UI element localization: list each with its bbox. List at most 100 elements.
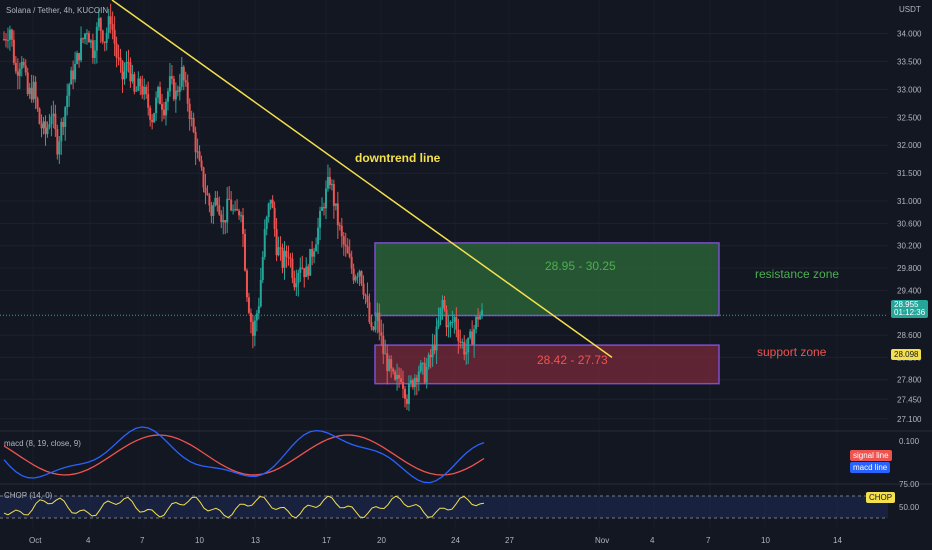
candle-body [42, 121, 45, 129]
candle-body [38, 108, 41, 124]
candle-body [269, 199, 272, 204]
candle-body [180, 66, 183, 87]
candle-body [423, 363, 426, 383]
x-tick-label: 10 [761, 536, 770, 545]
y-tick-label: 33.000 [897, 85, 922, 94]
candle-body [52, 113, 55, 117]
macd-main-line [3, 426, 485, 484]
candle-body [95, 26, 98, 51]
macd-signal-line [3, 434, 485, 476]
candle-body [336, 203, 339, 226]
candle-body [129, 62, 132, 82]
candle-body [103, 41, 106, 43]
candle-body [208, 195, 211, 206]
candle-body [439, 307, 442, 321]
x-tick-label: 4 [86, 536, 91, 545]
candle-body [143, 86, 146, 95]
candle-body [141, 85, 144, 95]
candle-body [105, 32, 108, 43]
candle-body [198, 151, 201, 161]
candle-body [60, 121, 63, 142]
candle-body [338, 225, 341, 227]
candle-body [145, 86, 148, 95]
candle-body [382, 335, 385, 354]
candle-body [135, 90, 138, 92]
candle-body [398, 374, 401, 379]
candle-body [297, 272, 300, 284]
candle-body [8, 29, 11, 40]
candle-body [174, 90, 177, 100]
candle-body [228, 198, 231, 200]
candle-body [56, 129, 59, 155]
candle-body [54, 113, 57, 130]
candle-body [125, 62, 128, 72]
time-axis[interactable]: Oct 4 7 10 13 17 20 24 27 Nov 4 7 10 14 [29, 536, 842, 545]
macd-title: macd (8, 19, close, 9) [4, 439, 81, 448]
candle-body [253, 320, 256, 336]
candle-body [196, 151, 199, 153]
candle-body [22, 61, 25, 66]
candle-body [249, 312, 252, 322]
candle-body [342, 236, 345, 245]
candle-body [62, 121, 65, 127]
candle-body [348, 253, 351, 257]
candle-body [425, 367, 428, 383]
candle-body [206, 192, 209, 196]
macd-tick: 0.100 [899, 437, 920, 446]
candle-body [301, 267, 304, 269]
candle-body [18, 68, 21, 76]
candle-body [475, 316, 478, 330]
candle-body [380, 332, 383, 336]
candle-body [429, 354, 432, 358]
candle-body [74, 63, 77, 80]
candle-body [139, 78, 142, 86]
candle-body [163, 109, 165, 116]
candle-body [147, 94, 150, 108]
candle-body [257, 306, 260, 314]
candle-body [437, 320, 440, 327]
candle-body [149, 107, 152, 120]
x-tick-label: 20 [377, 536, 386, 545]
candle-body [97, 18, 100, 27]
candle-body [390, 359, 393, 369]
candle-body [159, 87, 162, 105]
candle-body [137, 78, 140, 91]
x-tick-label: 27 [505, 536, 514, 545]
candle-body [113, 29, 116, 44]
candle-body [332, 184, 335, 206]
candle-body [295, 283, 298, 288]
x-tick-label: 24 [451, 536, 460, 545]
candle-body [447, 325, 450, 328]
signal-line-tag: signal line [850, 450, 892, 461]
candle-body [243, 233, 246, 271]
y-tick-label: 32.000 [897, 141, 922, 150]
candle-body [190, 118, 193, 120]
candle-body [328, 176, 331, 186]
candle-body [350, 256, 353, 269]
y-tick-label: 34.000 [897, 30, 922, 39]
candle-body [364, 294, 367, 296]
candle-body [319, 210, 322, 228]
candle-body [267, 203, 270, 218]
candle-body [184, 80, 187, 83]
candle-body [289, 257, 292, 259]
candle-body [293, 277, 296, 288]
candle-body [30, 87, 33, 100]
candle-body [12, 39, 15, 63]
candle-body [216, 197, 219, 206]
candle-body [392, 368, 395, 372]
candle-body [202, 167, 205, 188]
candle-body [368, 302, 371, 323]
x-tick-label: 17 [322, 536, 331, 545]
chop-title: CHOP (14, 0) [4, 491, 53, 500]
candle-body [121, 61, 124, 80]
candle-body [283, 250, 286, 268]
candle-body [402, 382, 405, 389]
y-tick-label: 29.400 [897, 286, 922, 295]
candle-body [291, 258, 294, 278]
candle-body [222, 220, 225, 223]
candle-body [87, 33, 90, 43]
candle-body [24, 65, 27, 73]
candle-body [234, 209, 237, 211]
